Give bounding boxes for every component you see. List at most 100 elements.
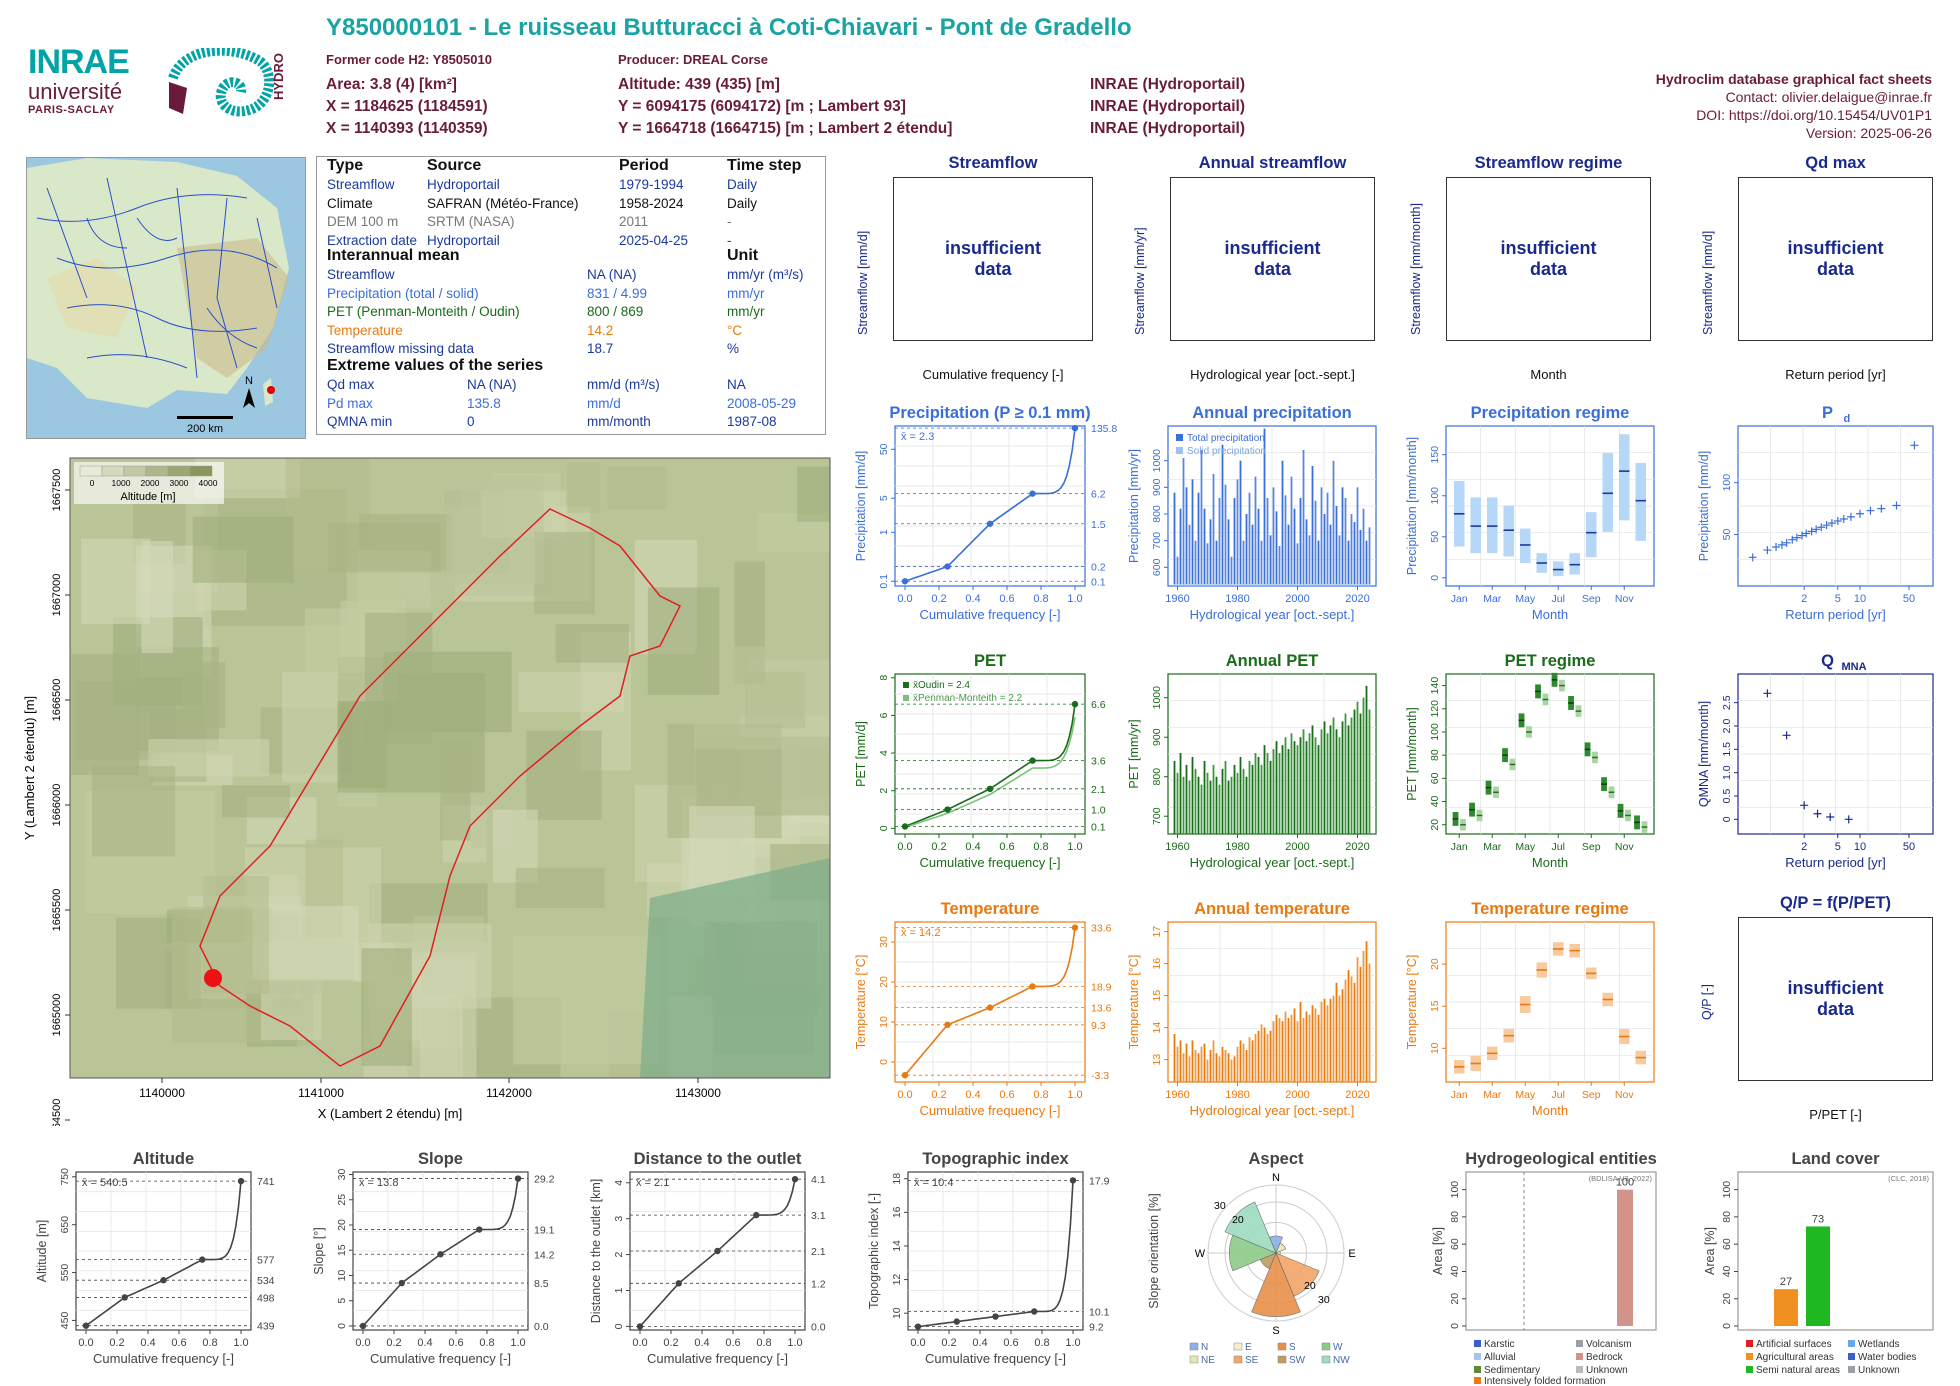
solid-bar xyxy=(1362,584,1365,586)
bar xyxy=(1332,995,1335,1082)
x-tick-label: 1960 xyxy=(1165,593,1189,605)
x-tick-label: Nov xyxy=(1615,593,1634,605)
legend-swatch xyxy=(1277,1342,1287,1351)
y-tick-label: 15 xyxy=(336,1244,348,1256)
chart-title: Land cover xyxy=(1791,1150,1880,1168)
mean-label: x̄ = 2.1 xyxy=(636,1177,669,1189)
bar xyxy=(1338,535,1341,586)
bar xyxy=(1359,966,1362,1082)
bar xyxy=(1248,1037,1251,1082)
quantile-point xyxy=(1029,983,1036,990)
solid-bar xyxy=(1299,584,1302,586)
mean-value: 14.2 xyxy=(587,322,614,338)
chart-xlabel: Hydrological year [oct.-sept.] xyxy=(1190,1103,1355,1118)
bar xyxy=(1263,1027,1266,1082)
bar xyxy=(1347,970,1350,1082)
bar xyxy=(1185,487,1188,586)
bar xyxy=(1230,776,1233,834)
mean-unit: °C xyxy=(727,322,743,338)
chart-xlabel: Hydrological year [oct.-sept.] xyxy=(1190,855,1355,870)
msg-line-1: insufficient xyxy=(1500,238,1597,258)
terrain-patch xyxy=(512,935,660,1065)
x-tick-label: 0.6 xyxy=(999,593,1014,605)
page-title: Y850000101 - Le ruisseau Butturacci à Co… xyxy=(326,14,1132,41)
terrain-patch xyxy=(607,466,667,510)
header-unit: Unit xyxy=(727,247,759,264)
legend-swatch xyxy=(1233,1342,1243,1351)
bar xyxy=(1239,460,1242,586)
direction-label: S xyxy=(1272,1325,1279,1337)
insufficient-data-message: insufficient data xyxy=(1739,978,1932,1020)
bar xyxy=(1215,776,1218,834)
bar xyxy=(1353,522,1356,586)
bar xyxy=(1254,1034,1257,1082)
chart-title: PET regime xyxy=(1505,652,1596,670)
bar xyxy=(1362,508,1365,586)
y-tick-label: 80 xyxy=(1449,1211,1461,1223)
y-tick-label: 1.5 xyxy=(1721,742,1733,757)
bar xyxy=(1272,749,1275,834)
bar xyxy=(1233,1056,1236,1082)
solid-bar xyxy=(1194,584,1197,586)
quantile-point xyxy=(986,520,994,527)
terrain-patch xyxy=(526,730,602,820)
extreme-unit: mm/d xyxy=(587,395,621,411)
bar xyxy=(1320,1002,1323,1082)
y-tick-label: 4 xyxy=(878,750,890,756)
x-tick-label: 0.0 xyxy=(897,593,912,605)
quantile-label: 13.6 xyxy=(1091,1003,1112,1015)
bar xyxy=(1227,780,1230,834)
quantile-label: 135.8 xyxy=(1091,423,1117,435)
panel-xlabel: P/PET [-] xyxy=(1809,1107,1862,1122)
chart-qmna: Q MNA 2 5 10 50 0 0.5 1.0 1.5 2.0 2.5 Return period … xyxy=(1697,652,1934,870)
quantile-point xyxy=(944,563,951,570)
quantile-label: 18.9 xyxy=(1091,981,1112,993)
bar xyxy=(1272,1021,1275,1082)
mean-unit: mm/yr (m³/s) xyxy=(727,267,804,282)
version: Version: 2025-06-26 xyxy=(1805,125,1932,141)
contact: Contact: olivier.delaigue@inrae.fr xyxy=(1725,89,1932,105)
bar xyxy=(1188,524,1191,586)
solid-bar xyxy=(1197,584,1200,586)
y-tick-label: 20 xyxy=(878,976,890,988)
chart-pet_cdf: PET 0.0 0.2 0.4 0.6 0.8 1.0 0 2 4 6 8 6.6 3.6 2.1 1.0 0.… xyxy=(854,652,1106,870)
msg-line-2: data xyxy=(1253,259,1291,279)
bar xyxy=(1350,976,1353,1082)
legend-swatch xyxy=(1277,1355,1287,1364)
bar-value-label: 100 xyxy=(1616,1177,1634,1189)
bar xyxy=(1344,979,1347,1082)
x-tick-label: 0.8 xyxy=(1034,1337,1049,1349)
legend-swatch xyxy=(1848,1366,1855,1373)
bar xyxy=(1290,733,1293,834)
y-tick-label: 50 xyxy=(878,443,890,455)
chart-title: PET xyxy=(974,652,1006,670)
legend-label: Water bodies xyxy=(1858,1352,1917,1363)
x-lambert2: X = 1140393 (1140359) xyxy=(326,120,488,137)
solid-bar xyxy=(1236,584,1239,586)
quantile-point xyxy=(901,823,909,830)
bar xyxy=(1263,428,1266,586)
quantile-point xyxy=(986,1004,994,1011)
empty-panel: insufficient data xyxy=(1738,177,1933,341)
category-bar xyxy=(1617,1189,1633,1326)
y-tick-label: 18 xyxy=(891,1173,903,1185)
y-tick-label: 8 xyxy=(878,675,890,681)
terrain-patch xyxy=(328,522,441,573)
legend-swatch xyxy=(1576,1340,1583,1347)
legend-label: x̄Oudin = 2.4 xyxy=(913,680,970,691)
chart-ylabel: Temperature [°C] xyxy=(854,955,868,1050)
series-period: 1958-2024 xyxy=(619,195,684,211)
x-tick-label: 10 xyxy=(1854,841,1866,853)
y-tick-label: 1000 xyxy=(1151,686,1163,710)
data-point xyxy=(1807,527,1816,536)
bar xyxy=(1287,1018,1290,1082)
bar xyxy=(1317,745,1320,834)
bar xyxy=(1302,729,1305,834)
quantile-point xyxy=(986,785,994,793)
bar xyxy=(1245,776,1248,834)
y-tick-label: 900 xyxy=(1151,728,1163,746)
x-tick-label: Mar xyxy=(1483,1089,1502,1101)
quantile-point xyxy=(437,1251,444,1258)
x-tick-label: 2020 xyxy=(1345,593,1369,605)
bar xyxy=(1299,498,1302,586)
